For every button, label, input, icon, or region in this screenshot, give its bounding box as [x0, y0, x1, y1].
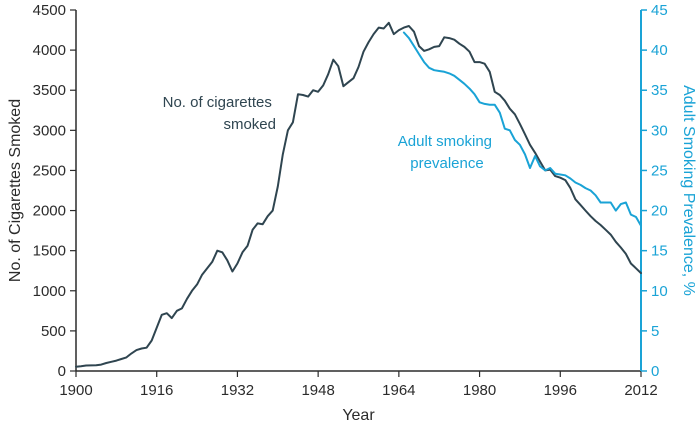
y-axis-right-title: Adult Smoking Prevalence, %: [680, 85, 697, 296]
x-tick-label: 1932: [221, 382, 254, 399]
y-left-tick-label: 4500: [33, 2, 66, 19]
y-left-tick-label: 2500: [33, 162, 66, 179]
y-left-tick-label: 1000: [33, 283, 66, 300]
y-right-tick-label: 20: [651, 203, 668, 220]
series-line-prevalence: [402, 31, 642, 227]
annotation-cigarettes: No. of cigarettes smoked: [163, 94, 276, 133]
x-tick-label: 1996: [544, 382, 577, 399]
annotation-cigarettes-line-2: smoked: [223, 116, 276, 133]
y-right-tick-label: 0: [651, 363, 659, 380]
x-tick-label: 2012: [624, 382, 657, 399]
y-right-tick-label: 30: [651, 122, 668, 139]
y-right-tick-label: 15: [651, 243, 668, 260]
series-line-cigarettes: [75, 21, 642, 368]
x-axis-title: Year: [342, 407, 375, 424]
x-tick-label: 1900: [59, 382, 92, 399]
y-right-tick-label: 5: [651, 323, 659, 340]
annotation-prevalence-line-1: Adult smoking: [398, 133, 492, 150]
titles-layer: Year No. of Cigarettes Smoked Adult Smok…: [7, 85, 697, 424]
y-left-tick-label: 500: [41, 323, 66, 340]
y-right-tick-label: 10: [651, 283, 668, 300]
series-layer: [75, 21, 642, 368]
axes-layer: [75, 10, 642, 372]
annotation-prevalence: Adult smoking prevalence: [398, 133, 496, 172]
y-right-tick-label: 25: [651, 162, 668, 179]
y-left-tick-label: 4000: [33, 42, 66, 59]
y-right-tick-label: 35: [651, 82, 668, 99]
x-tick-label: 1948: [301, 382, 334, 399]
y-left-tick-label: 3000: [33, 122, 66, 139]
y-left-tick-label: 1500: [33, 243, 66, 260]
y-left-tick-label: 0: [58, 363, 66, 380]
annotation-prevalence-line-2: prevalence: [410, 155, 483, 172]
y-right-tick-label: 40: [651, 42, 668, 59]
annotations-layer: No. of cigarettes smoked Adult smoking p…: [163, 94, 496, 172]
x-tick-label: 1916: [140, 382, 173, 399]
annotation-cigarettes-line-1: No. of cigarettes: [163, 94, 272, 111]
y-left-tick-label: 3500: [33, 82, 66, 99]
y-left-tick-label: 2000: [33, 203, 66, 220]
x-tick-label: 1964: [382, 382, 415, 399]
y-axis-left-title: No. of Cigarettes Smoked: [7, 99, 24, 282]
ticks-layer: 1900 1916 1932 1948 1964 1980 1996 2012 0 500 1000…: [33, 2, 668, 399]
y-right-tick-label: 45: [651, 2, 668, 19]
x-tick-label: 1980: [463, 382, 496, 399]
